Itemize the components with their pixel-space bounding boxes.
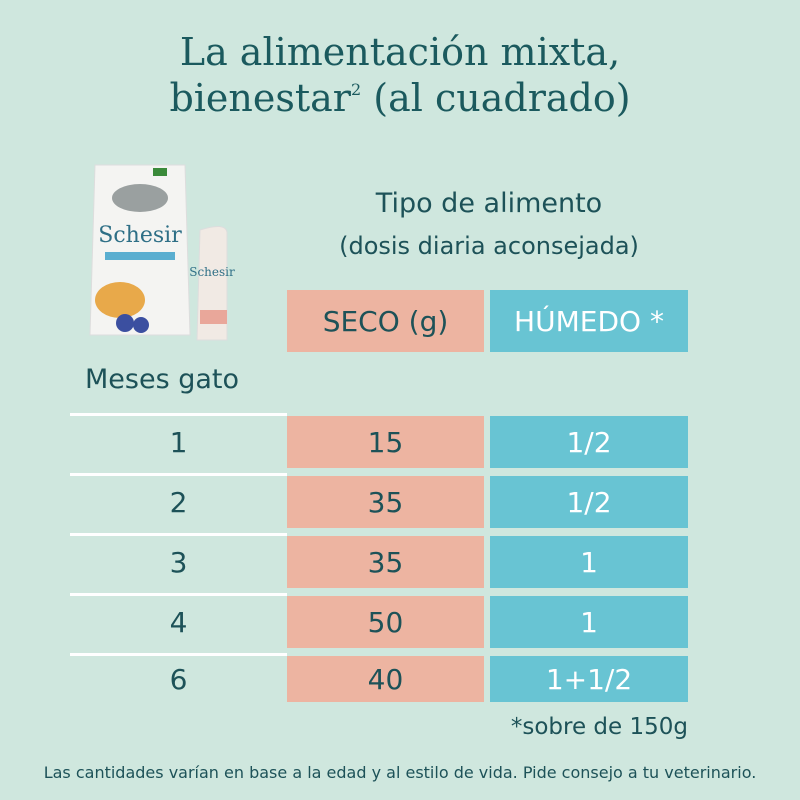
brand: Schesir	[98, 223, 182, 248]
row-header: Meses gato	[85, 364, 240, 395]
brand: Schesir	[189, 265, 235, 279]
table-cell: 2	[169, 485, 188, 519]
title-line: La alimentación mixta,	[179, 30, 621, 74]
table-cell: 15	[287, 416, 484, 468]
separator	[70, 593, 287, 596]
title-line: bienestar2 (al cuadrado)	[0, 76, 800, 120]
title-text: (al cuadrado)	[373, 76, 631, 120]
table-cell: 3	[169, 545, 188, 579]
table-cell: 40	[287, 656, 484, 702]
table-cell: 1	[490, 596, 688, 648]
disclaimer: Las cantidades varían en base a la edad …	[43, 763, 757, 782]
table-cell: 50	[287, 596, 484, 648]
header-title: Tipo de alimento	[375, 188, 603, 219]
title-text: bienestar	[169, 76, 351, 120]
column-header: SECO (g)	[287, 290, 484, 352]
table-cell: 1	[490, 536, 688, 588]
table-cell: 1/2	[490, 476, 688, 528]
table-cell: 1/2	[490, 416, 688, 468]
table-cell: 1	[169, 425, 188, 459]
product-image: Schesir Schesir	[89, 164, 235, 341]
kittens	[112, 184, 168, 212]
column-header: HÚMEDO *	[490, 290, 688, 352]
superscript: 2	[350, 80, 362, 99]
band	[105, 252, 175, 260]
table-cell: 35	[287, 536, 484, 588]
table-cell: 4	[169, 605, 188, 639]
band	[200, 310, 227, 324]
table-cell: 6	[169, 662, 188, 696]
berry	[116, 314, 134, 332]
berry	[133, 317, 149, 333]
flag	[153, 168, 167, 176]
footnote: *sobre de 150g	[510, 714, 688, 740]
separator	[70, 533, 287, 536]
separator	[70, 413, 287, 416]
honey	[95, 282, 145, 318]
separator	[70, 653, 287, 656]
header-subtitle: (dosis diaria aconsejada)	[339, 232, 639, 260]
table-cell: 1+1/2	[490, 656, 688, 702]
separator	[70, 473, 287, 476]
table-cell: 35	[287, 476, 484, 528]
